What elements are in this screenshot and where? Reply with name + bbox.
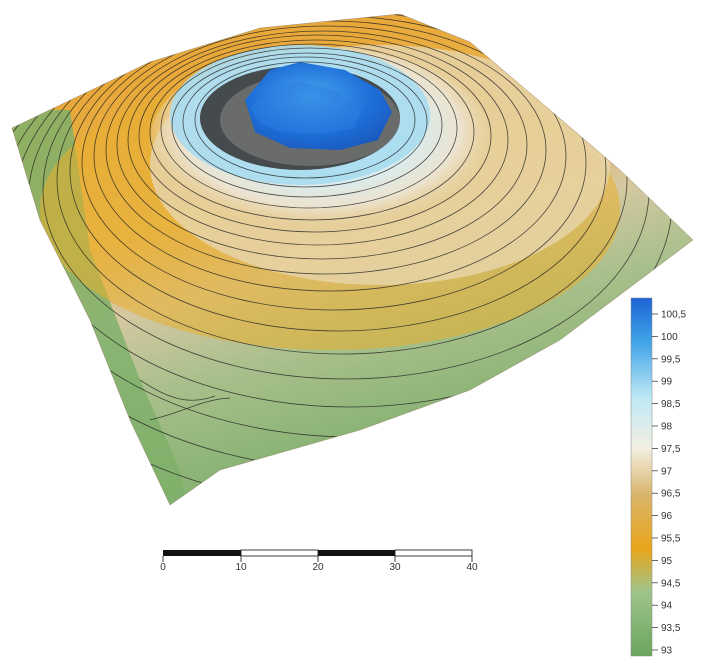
legend-tick-label: 94,5	[661, 578, 681, 589]
legend-tick-label: 96	[661, 511, 673, 522]
legend-tick-label: 97	[661, 466, 673, 477]
scale-label-30: 30	[389, 562, 401, 573]
scale-segment-4	[394, 549, 473, 557]
scale-segment-3	[318, 550, 395, 556]
legend-color-bar	[630, 297, 653, 657]
scale-segment-2	[240, 549, 319, 557]
legend-tick-label: 100	[661, 332, 678, 343]
scale-segment-1	[163, 550, 241, 556]
legend-tick-label: 93	[661, 646, 673, 657]
legend-tick-label: 94	[661, 601, 673, 612]
legend-tick-label: 99	[661, 377, 673, 388]
elevation-legend: 100,5 100 99,5 99 98,5 98 97,5 97 96,5 96 95,5 95 94…	[630, 297, 686, 657]
legend-tick-label: 100,5	[661, 310, 686, 321]
scale-label-0: 0	[160, 562, 166, 573]
legend-tick-label: 95,5	[661, 534, 681, 545]
legend-tick-label: 95	[661, 556, 673, 567]
legend-tick-label: 96,5	[661, 489, 681, 500]
legend-tick-label: 99,5	[661, 354, 681, 365]
scale-bar: 0 10 20 30 40	[160, 549, 478, 573]
scale-label-20: 20	[312, 562, 324, 573]
legend-tick-label: 98	[661, 422, 673, 433]
legend-ticks: 100,5 100 99,5 99 98,5 98 97,5 97 96,5 96 95,5 95 94…	[652, 310, 686, 657]
legend-tick-label: 93,5	[661, 623, 681, 634]
terrain-outline	[11, 13, 694, 506]
legend-tick-label: 97,5	[661, 444, 681, 455]
legend-tick-label: 98,5	[661, 399, 681, 410]
terrain-surface	[12, 14, 693, 505]
scale-label-10: 10	[235, 562, 247, 573]
scale-label-40: 40	[466, 562, 478, 573]
